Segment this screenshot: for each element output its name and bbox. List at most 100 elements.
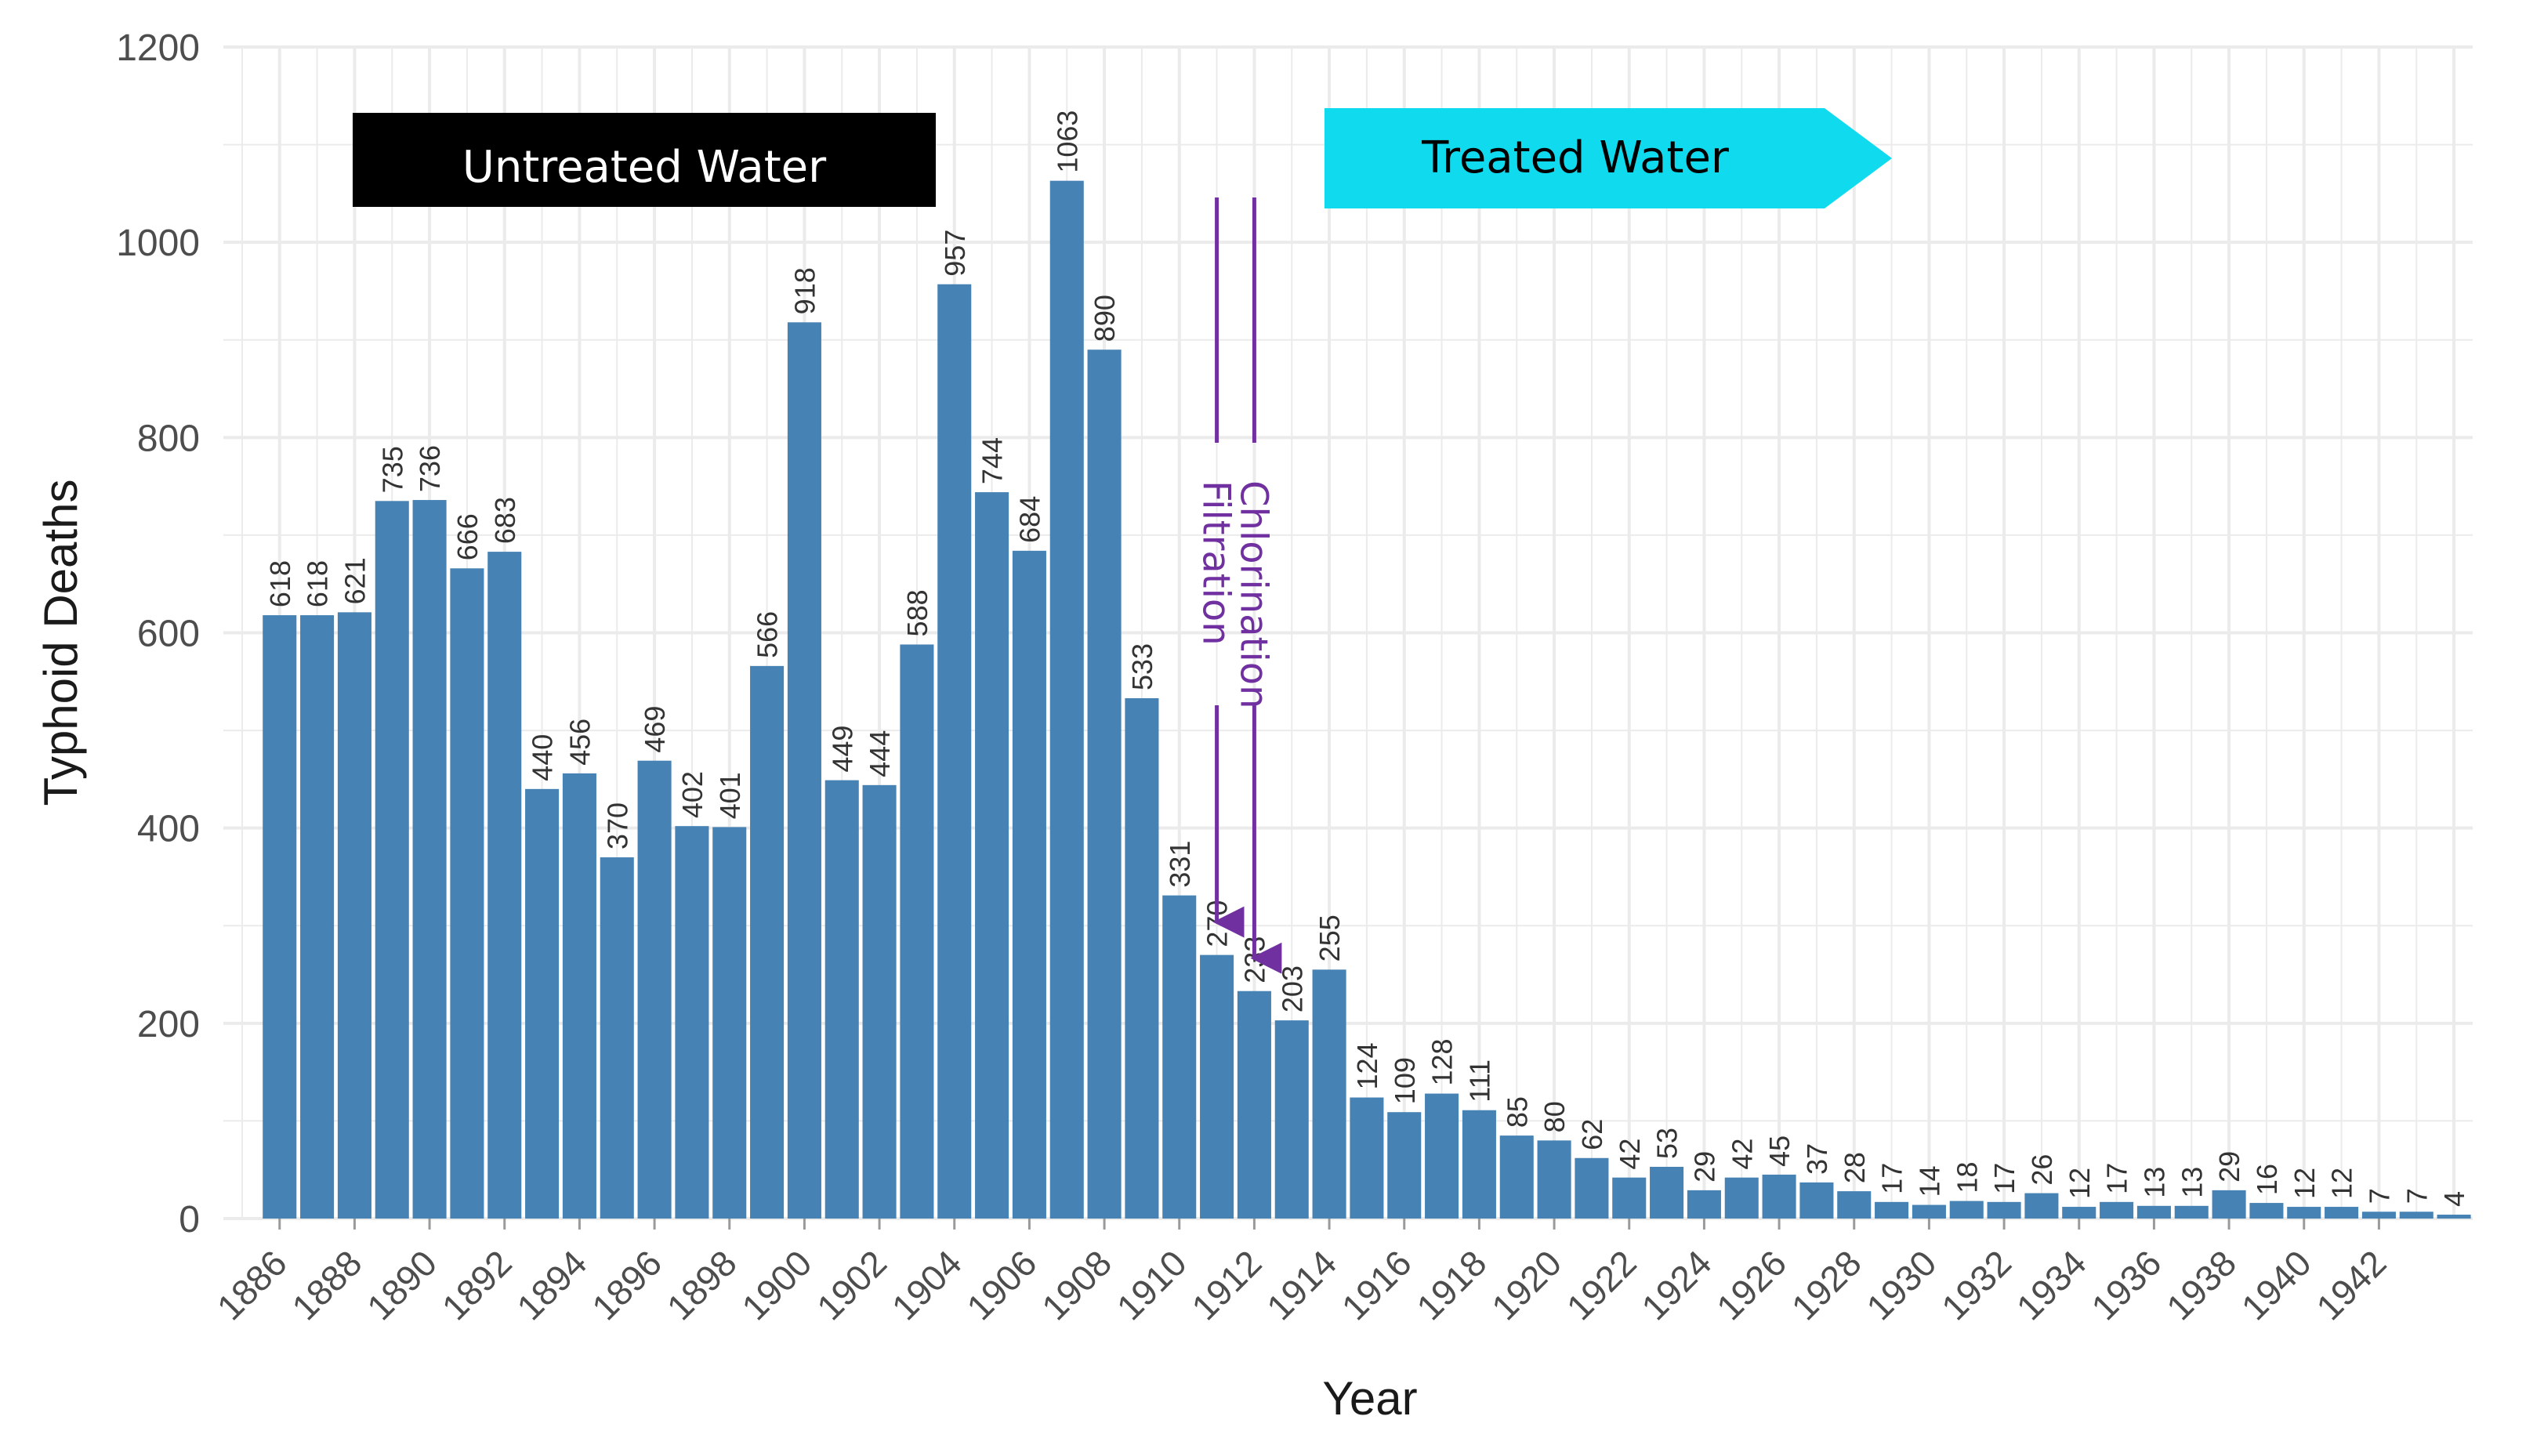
- bar: [2136, 1205, 2171, 1219]
- data-label: 1063: [1051, 110, 1083, 173]
- x-tick-label: 1898: [659, 1242, 745, 1327]
- bar: [337, 612, 371, 1219]
- bar: [1837, 1191, 1872, 1219]
- data-label: 7: [2363, 1188, 2395, 1204]
- bar: [1387, 1112, 1422, 1219]
- x-tick-label: 1900: [734, 1242, 819, 1327]
- data-label: 684: [1013, 496, 1046, 543]
- data-label: 109: [1389, 1057, 1421, 1104]
- data-label: 85: [1501, 1096, 1533, 1128]
- bar: [300, 615, 335, 1219]
- x-axis-title: Year: [1322, 1372, 1417, 1425]
- bar: [2325, 1207, 2359, 1219]
- data-label: 255: [1314, 915, 1346, 962]
- data-label: 29: [2213, 1151, 2245, 1183]
- data-label: 13: [2138, 1167, 2170, 1198]
- bar: [2361, 1212, 2396, 1219]
- bar: [1987, 1201, 2021, 1219]
- data-label: 26: [2026, 1154, 2058, 1186]
- treated-banner-label: Treated Water: [1421, 132, 1730, 183]
- data-label: 128: [1426, 1038, 1459, 1085]
- x-tick-label: 1902: [809, 1242, 894, 1327]
- data-label: 735: [376, 446, 408, 493]
- data-label: 890: [1089, 295, 1121, 342]
- bar: [1200, 954, 1234, 1219]
- bar: [637, 760, 672, 1219]
- data-label: 45: [1763, 1135, 1796, 1167]
- bar: [1650, 1166, 1684, 1219]
- x-tick-label: 1890: [359, 1242, 444, 1327]
- x-tick-label: 1892: [434, 1242, 520, 1327]
- x-tick-label: 1886: [209, 1242, 295, 1327]
- x-tick-label: 1904: [884, 1242, 969, 1327]
- data-label: 7: [2401, 1188, 2433, 1204]
- data-label: 621: [339, 557, 371, 604]
- bar: [937, 284, 972, 1219]
- bar: [1575, 1157, 1609, 1219]
- bar: [1425, 1093, 1459, 1219]
- data-label: 16: [2251, 1164, 2283, 1195]
- data-label: 331: [1164, 841, 1196, 888]
- data-label: 17: [1876, 1163, 1908, 1194]
- x-tick-label: 1938: [2158, 1242, 2244, 1327]
- bar: [2062, 1207, 2096, 1219]
- data-label: 53: [1651, 1128, 1683, 1159]
- data-label: 37: [1801, 1143, 1833, 1175]
- data-label: 203: [1276, 965, 1308, 1012]
- bar: [2212, 1190, 2246, 1219]
- bar: [1724, 1177, 1759, 1219]
- x-tick-label: 1928: [1784, 1242, 1869, 1327]
- x-tick-label: 1924: [1633, 1242, 1719, 1327]
- data-label: 14: [1913, 1166, 1945, 1197]
- bar: [750, 665, 785, 1219]
- bar: [1687, 1190, 1721, 1219]
- bar: [824, 780, 859, 1219]
- data-label: 13: [2176, 1167, 2208, 1198]
- data-label: 566: [752, 611, 784, 658]
- data-label: 918: [788, 267, 821, 314]
- data-label: 440: [527, 734, 559, 781]
- x-tick-label: 1922: [1559, 1242, 1644, 1327]
- data-label: 588: [901, 589, 933, 636]
- x-tick-label: 1916: [1334, 1242, 1419, 1327]
- x-tick-label: 1906: [959, 1242, 1044, 1327]
- bar: [1537, 1140, 1571, 1219]
- bar: [525, 788, 560, 1219]
- bar: [900, 644, 934, 1219]
- data-label: 42: [1614, 1139, 1646, 1170]
- data-label: 18: [1951, 1162, 1983, 1193]
- data-label: 449: [826, 726, 858, 773]
- data-label: 744: [977, 437, 1009, 484]
- bar: [675, 826, 709, 1219]
- treated-water-banner: Treated Water: [1325, 108, 1892, 208]
- untreated-water-banner: Untreated Water: [353, 113, 936, 207]
- data-label: 957: [939, 230, 971, 277]
- y-axis-title: Typhoid Deaths: [34, 480, 87, 806]
- data-label: 666: [451, 513, 484, 560]
- bar: [487, 552, 522, 1219]
- untreated-banner-box: [353, 113, 936, 207]
- bar: [2174, 1205, 2209, 1219]
- bar: [1162, 895, 1197, 1219]
- x-tick-label: 1920: [1484, 1242, 1569, 1327]
- data-label: 12: [2326, 1168, 2358, 1199]
- data-label: 683: [489, 497, 521, 544]
- grid: [223, 45, 2473, 1220]
- data-label: 618: [264, 560, 296, 607]
- bar: [2100, 1201, 2134, 1219]
- x-tick-label: 1912: [1183, 1242, 1269, 1327]
- event-label: Chlorination: [1231, 480, 1275, 709]
- bar: [1049, 180, 1084, 1219]
- bar: [1762, 1174, 1796, 1219]
- bar: [1237, 991, 1271, 1219]
- y-tick-label: 1000: [116, 223, 200, 264]
- bar: [1274, 1020, 1309, 1219]
- bar: [2287, 1207, 2321, 1219]
- x-tick-label: 1894: [509, 1242, 594, 1327]
- x-tick-label: 1940: [2234, 1242, 2319, 1327]
- x-tick-label: 1934: [2009, 1242, 2094, 1327]
- data-label: 456: [564, 719, 596, 766]
